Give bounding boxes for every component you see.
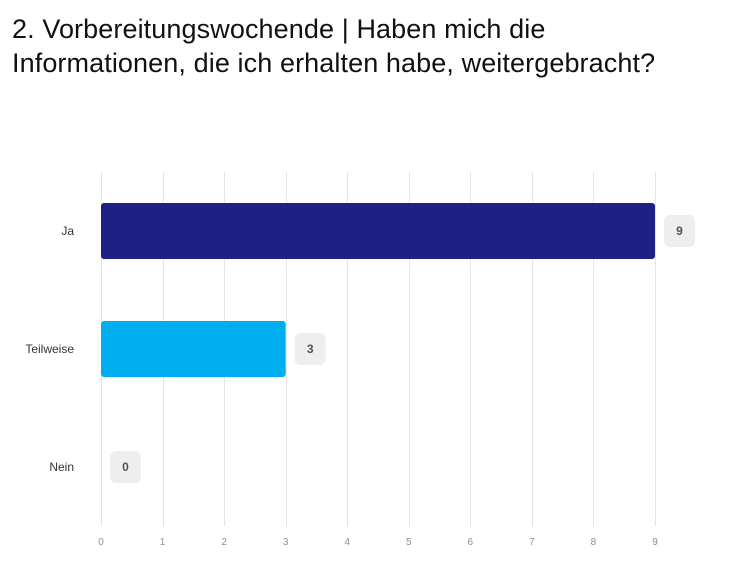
x-tick-label: 8 [591,537,597,548]
x-tick-label: 7 [529,537,535,548]
category-labels: Ja Teilweise Nein [25,224,74,474]
x-tick-label: 1 [160,537,166,548]
data-label-badge [110,451,141,483]
bar-ja [101,203,655,259]
data-labels: 9 3 0 [110,215,695,483]
bar-teilweise [101,321,286,377]
bars [101,203,655,377]
x-tick-label: 2 [221,537,227,548]
x-tick-label: 3 [283,537,289,548]
data-label-badge [664,215,695,247]
data-label: 3 [307,342,314,356]
data-label: 9 [676,224,683,238]
category-label: Nein [49,460,74,474]
chart-title: 2. Vorbereitungswochende | Haben mich di… [12,14,656,78]
x-tick-label: 0 [98,537,104,548]
x-tick-label: 6 [468,537,474,548]
x-tick-labels: 0 1 2 3 4 5 6 7 8 9 [98,537,658,548]
data-label-badge [294,333,326,365]
data-label: 0 [122,460,129,474]
x-tick-label: 5 [406,537,412,548]
category-label: Ja [61,224,74,238]
category-label: Teilweise [25,342,74,356]
x-tick-label: 9 [652,537,658,548]
x-tick-label: 4 [344,537,350,548]
